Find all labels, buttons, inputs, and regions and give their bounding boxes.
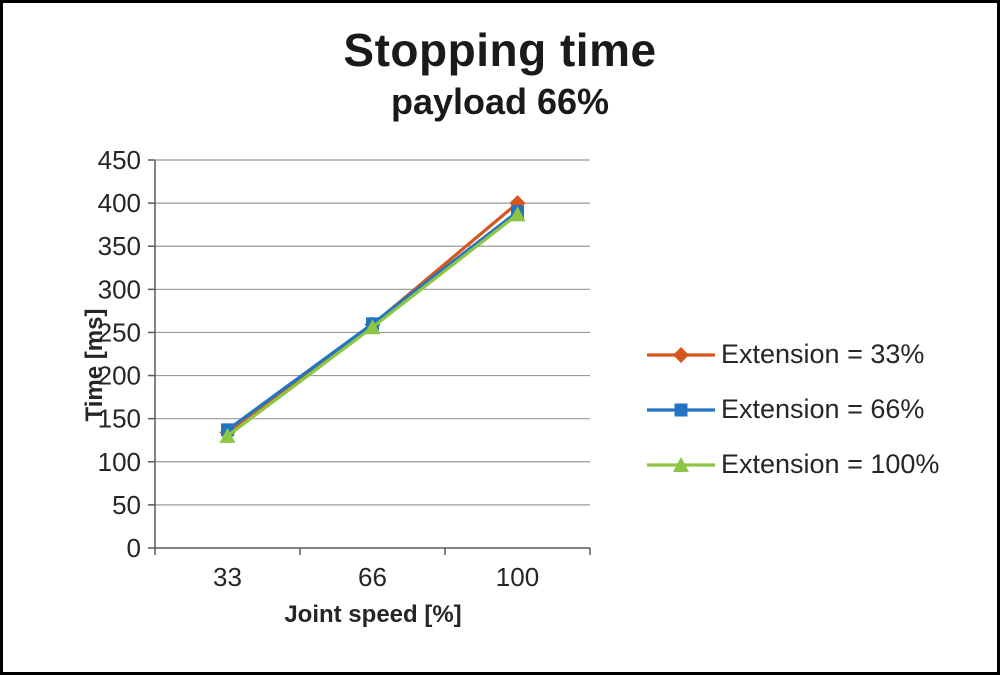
triangle-marker [673, 456, 689, 472]
y-axis-title: Time [ms] [81, 308, 108, 422]
chart-title: Stopping time [343, 24, 657, 76]
legend-label: Extension = 33% [721, 339, 925, 369]
y-tick-label: 350 [98, 231, 141, 261]
legend-item-extension-66: Extension = 66% [647, 394, 939, 425]
legend-item-extension-33: Extension = 33% [647, 339, 939, 370]
y-tick-label: 0 [127, 533, 141, 563]
triangle-marker [364, 319, 381, 335]
chart-svg: 0 50 100 150 200 250 300 350 400 450 33 66 100 [98, 145, 591, 592]
y-tick-label: 300 [98, 274, 141, 304]
triangle-marker [219, 427, 236, 443]
legend-swatch-diamond [647, 346, 715, 363]
y-tick-label: 450 [98, 145, 141, 175]
y-tick-label: 50 [112, 490, 141, 520]
legend-label: Extension = 100% [721, 449, 940, 479]
x-tick-label: 100 [496, 562, 539, 592]
square-marker [674, 403, 688, 416]
legend-label: Extension = 66% [721, 394, 925, 424]
x-tick-label: 66 [358, 562, 387, 592]
x-tick-label: 33 [213, 562, 242, 592]
y-tick-label: 250 [98, 317, 141, 347]
legend: Extension = 33% Extension = 66% Extensio… [647, 339, 939, 480]
triangle-marker [509, 206, 526, 222]
legend-swatch-square [647, 403, 715, 416]
x-axis-title: Joint speed [%] [284, 601, 462, 628]
chart-subtitle: payload 66% [390, 81, 610, 122]
legend-item-extension-100: Extension = 100% [647, 449, 939, 480]
legend-swatch-triangle [647, 456, 715, 472]
diamond-marker [673, 346, 689, 363]
y-tick-label: 200 [98, 361, 141, 391]
y-tick-label: 150 [98, 404, 141, 434]
y-tick-label: 100 [98, 447, 141, 477]
y-tick-label: 400 [98, 188, 141, 218]
